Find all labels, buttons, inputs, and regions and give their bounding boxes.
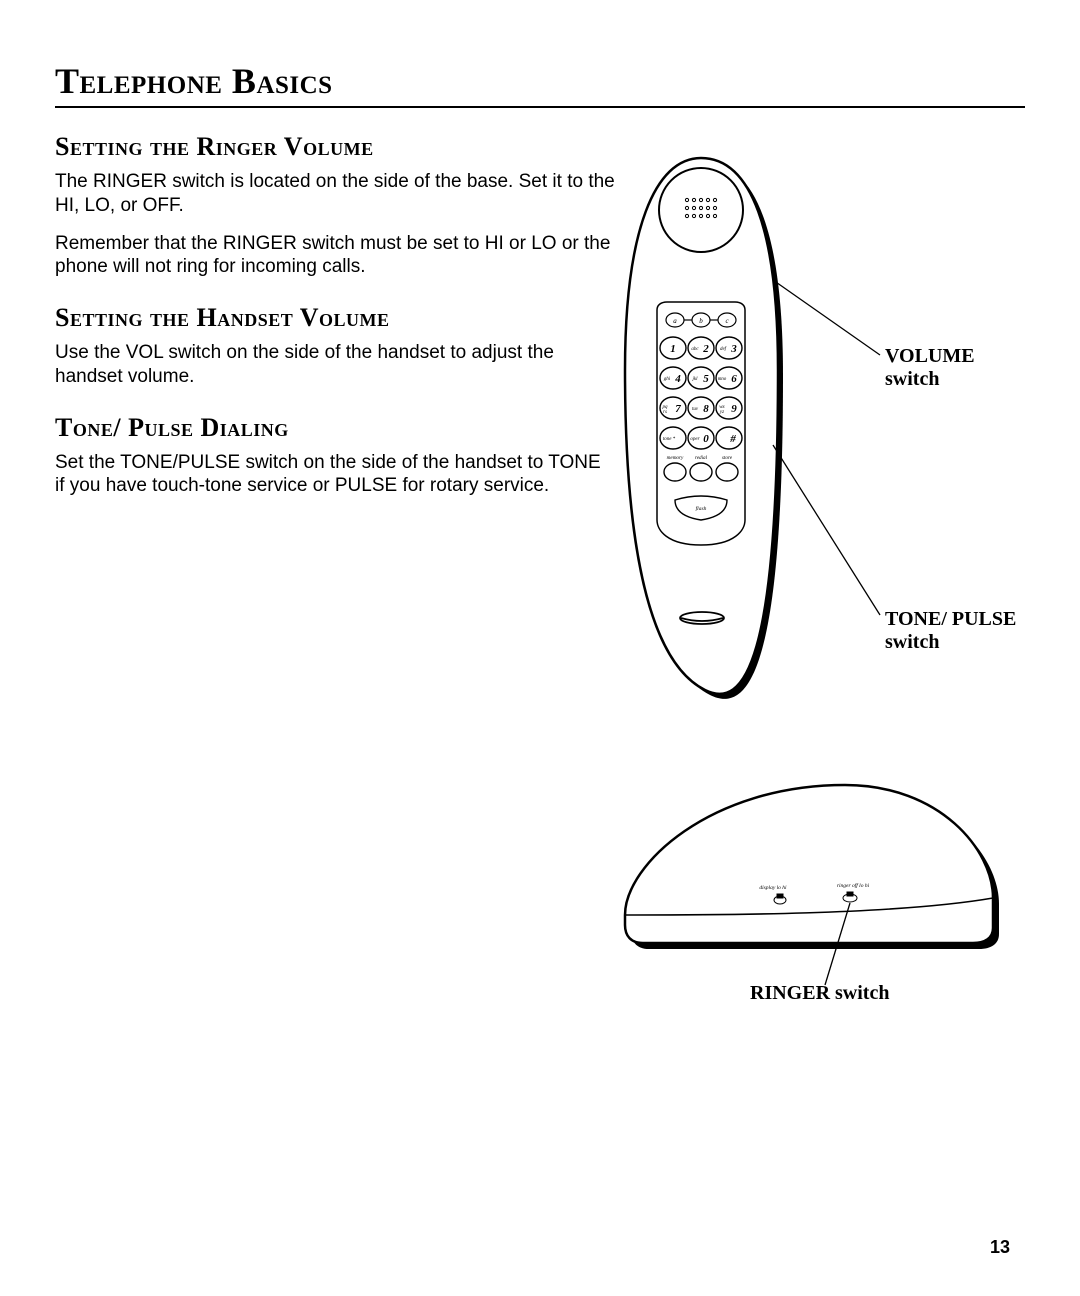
svg-text:tone *: tone * (663, 437, 676, 442)
base-figure: display lo hi ringer off lo hi RINGER sw… (595, 750, 1025, 1030)
svg-text:1: 1 (670, 343, 676, 355)
svg-text:mno: mno (718, 377, 727, 382)
svg-text:4: 4 (674, 373, 681, 385)
tone-pulse-paragraph: Set the TONE/PULSE switch on the side of… (55, 451, 615, 499)
page-title: Telephone Basics (55, 60, 1025, 108)
callout-ringer-switch: RINGER switch (750, 982, 889, 1005)
svg-text:rs: rs (663, 410, 667, 415)
svg-text:#: # (729, 433, 736, 445)
page-number: 13 (990, 1237, 1010, 1258)
callout-volume-switch: VOLUME switch (885, 345, 1015, 391)
ringer-paragraph-2: Remember that the RINGER switch must be … (55, 232, 615, 280)
svg-text:3: 3 (730, 343, 737, 355)
svg-text:b: b (699, 317, 703, 325)
ringer-paragraph-1: The RINGER switch is located on the side… (55, 170, 615, 218)
handset-volume-paragraph: Use the VOL switch on the side of the ha… (55, 341, 615, 389)
svg-text:7: 7 (675, 403, 681, 415)
handset-figure: a b c 123 456 789 0# abcdef (595, 150, 1025, 710)
svg-text:8: 8 (703, 403, 709, 415)
svg-text:memory: memory (667, 455, 684, 461)
svg-text:display lo hi: display lo hi (759, 885, 787, 891)
svg-text:6: 6 (731, 373, 737, 385)
svg-text:abc: abc (691, 347, 699, 352)
svg-text:ghi: ghi (664, 377, 671, 382)
svg-text:a: a (673, 317, 677, 325)
svg-text:tuv: tuv (692, 407, 699, 412)
svg-text:flash: flash (696, 505, 707, 512)
callout-tone-pulse-switch: TONE/ PULSE switch (885, 608, 1035, 654)
svg-text:redial: redial (695, 455, 708, 461)
figures-area: a b c 123 456 789 0# abcdef (595, 150, 1025, 1030)
svg-text:ringer off lo hi: ringer off lo hi (837, 882, 870, 889)
svg-text:def: def (720, 347, 727, 352)
svg-text:2: 2 (702, 343, 709, 355)
svg-text:store: store (722, 455, 733, 461)
svg-text:oper: oper (690, 437, 699, 442)
svg-text:0: 0 (703, 433, 709, 445)
svg-text:jkl: jkl (692, 377, 699, 382)
svg-text:yz: yz (719, 410, 724, 415)
svg-text:5: 5 (703, 373, 709, 385)
svg-text:9: 9 (731, 403, 737, 415)
